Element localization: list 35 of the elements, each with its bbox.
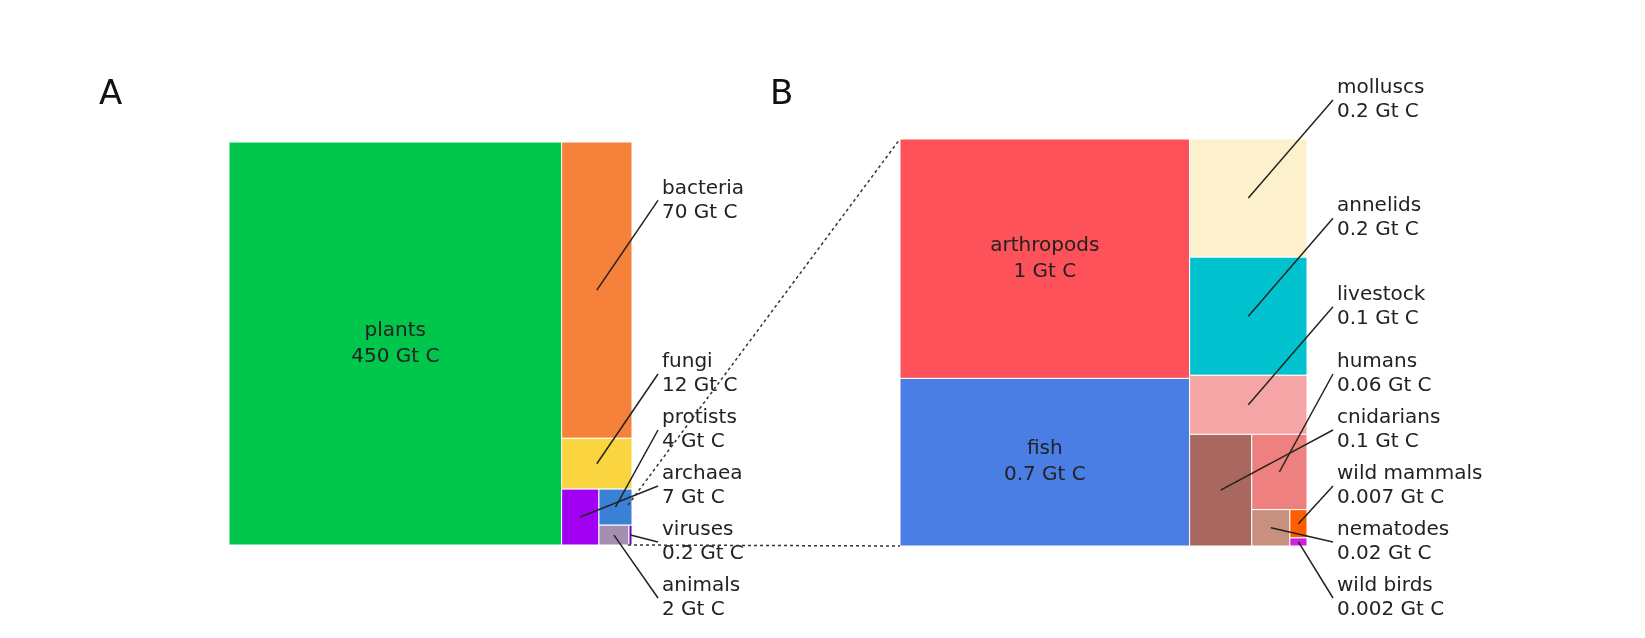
category-label: livestock [1337, 281, 1426, 306]
category-label: wild birds [1337, 572, 1433, 597]
data-label: 70 Gt C [662, 198, 738, 223]
text: A [99, 71, 123, 112]
category-label: archaea [662, 460, 743, 485]
data-label: 0.7 Gt C [1003, 461, 1086, 486]
data-label: 0.1 Gt C [1337, 305, 1419, 330]
data-label: 0.06 Gt C [1337, 372, 1432, 397]
data-label: 0.02 Gt C [1337, 540, 1432, 565]
category-label: cnidarians [1337, 404, 1441, 429]
data-label: 450 Gt C [351, 342, 440, 367]
category-label: molluscs [1337, 74, 1425, 99]
data-label: 7 Gt C [662, 484, 725, 509]
category-label: wild mammals [1337, 460, 1483, 485]
data-label: 0.2 Gt C [1337, 216, 1419, 241]
data-label: 12 Gt C [662, 372, 738, 397]
category-label: arthropods [990, 231, 1100, 256]
category-label: protists [662, 404, 737, 429]
category-label: viruses [662, 516, 734, 541]
category-label: bacteria [662, 174, 745, 199]
data-label: 0.2 Gt C [1337, 98, 1419, 123]
data-label: 0.1 Gt C [1337, 428, 1419, 453]
data-label: 0.002 Gt C [1337, 596, 1445, 621]
category-label: plants [364, 316, 427, 341]
data-label: 2 Gt C [662, 596, 725, 621]
category-label: fungi [662, 348, 713, 373]
category-label: annelids [1337, 192, 1422, 217]
category-label: animals [662, 572, 741, 597]
category-label: nematodes [1337, 516, 1450, 541]
category-label: humans [1337, 348, 1418, 373]
data-label: 0.007 Gt C [1337, 484, 1445, 509]
text: B [770, 71, 794, 112]
category-label: fish [1026, 435, 1063, 460]
data-label: 4 Gt C [662, 428, 725, 453]
data-label: 1 Gt C [1013, 257, 1077, 282]
